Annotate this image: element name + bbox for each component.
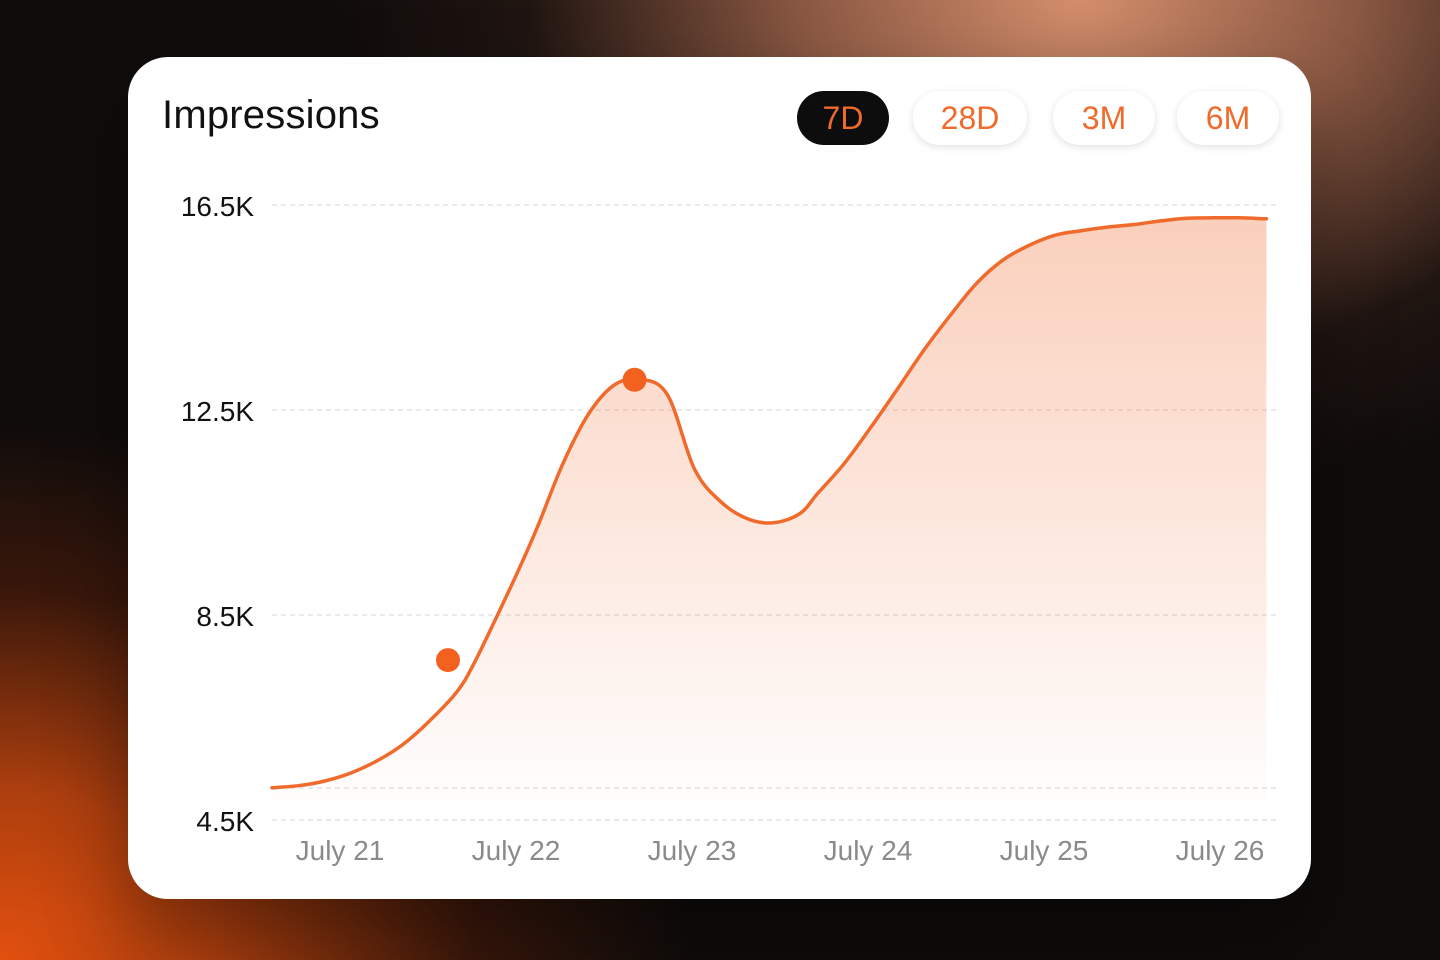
range-6m-button[interactable]: 6M: [1177, 91, 1279, 145]
impressions-area-chart: 16.5K 12.5K 8.5K 4.5K July 21 July 22 July 23 J…: [181, 191, 1279, 866]
series-line: [270, 215, 1269, 790]
x-tick-label: July 21: [296, 835, 385, 866]
x-tick-label: July 23: [648, 835, 737, 866]
range-7d-button[interactable]: 7D: [797, 91, 889, 145]
series-area: [272, 217, 1267, 820]
x-tick-label: July 26: [1176, 835, 1265, 866]
y-tick-label: 8.5K: [196, 601, 254, 632]
data-point-marker: [436, 648, 460, 673]
y-tick-label: 4.5K: [196, 806, 254, 837]
chart-title: Impressions: [162, 93, 380, 137]
range-3m-button[interactable]: 3M: [1053, 91, 1155, 145]
data-point-marker: [622, 367, 647, 392]
range-28d-button[interactable]: 28D: [913, 91, 1027, 145]
y-tick-label: 12.5K: [181, 396, 254, 427]
x-tick-label: July 22: [472, 835, 561, 866]
x-tick-label: July 24: [824, 835, 913, 866]
x-tick-label: July 25: [1000, 835, 1089, 866]
y-tick-label: 16.5K: [181, 191, 254, 222]
impressions-card: Impressions 7D 28D 3M 6M 16.5K 12.5K 8.5K 4…: [128, 57, 1311, 899]
